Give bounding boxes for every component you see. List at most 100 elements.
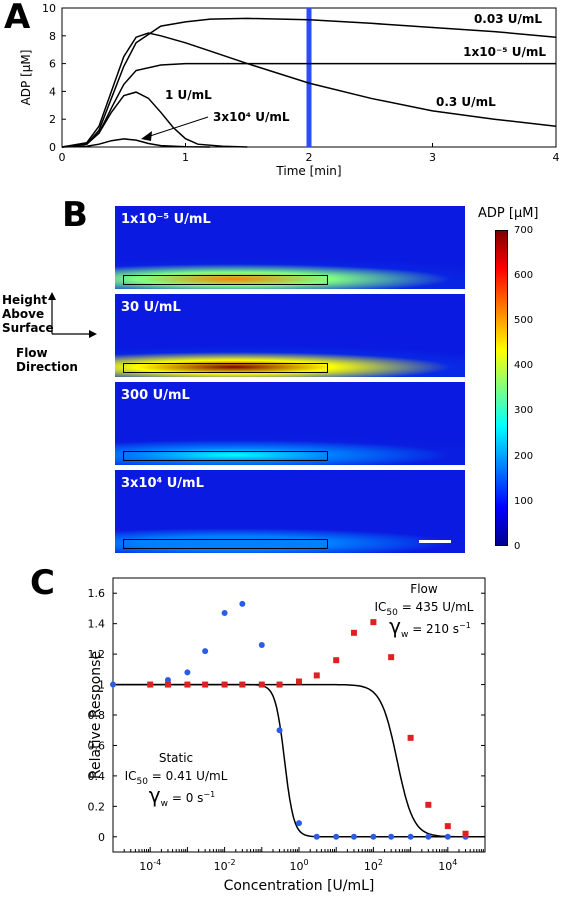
y-tick-label: 8 — [49, 30, 56, 43]
dose-response-chart: 0 0.2 0.4 0.6 0.8 1 1.2 1.4 1.6 10-4 10-2 100 102 104… — [88, 577, 486, 894]
static-data-point — [333, 833, 340, 840]
x-tick-label: 102 — [364, 858, 383, 873]
static-data-point — [407, 833, 414, 840]
series-label: 0.03 U/mL — [474, 12, 542, 26]
flow-data-point — [184, 681, 191, 688]
static-data-point — [184, 669, 191, 676]
y-tick-label: 0.8 — [88, 709, 106, 722]
flow-annotation-ic50: IC50 = 435 U/mL — [375, 600, 474, 618]
colorbar-tick-label: 700 — [514, 225, 534, 236]
flow-data-point — [239, 681, 246, 688]
series-line — [61, 138, 211, 148]
flow-data-point — [462, 830, 469, 837]
x-tick-label: 0 — [59, 151, 66, 164]
fit-curve — [113, 683, 485, 838]
static-data-point — [444, 833, 451, 840]
panel-c-letter: C — [30, 563, 55, 603]
flow-annotation-shear: γw = 210 s−1 — [389, 614, 471, 640]
heatmap-1e-5: 1x10⁻⁵ U/mL — [115, 206, 465, 289]
heatmap-3e4: 3x10⁴ U/mL — [115, 470, 465, 553]
series-line — [61, 17, 557, 148]
axes-arrows-icon — [48, 292, 97, 338]
colorbar-tick-label: 400 — [514, 360, 534, 372]
flow-data-point — [370, 619, 377, 626]
flow-data-point — [350, 629, 357, 636]
static-data-point — [313, 833, 320, 840]
y-tick-label: 2 — [49, 113, 56, 126]
x-tick-label: 2 — [306, 151, 313, 164]
y-tick-label: 1.4 — [88, 618, 106, 631]
plot-frame — [112, 577, 486, 853]
colorbar-tick-label: 600 — [514, 270, 534, 282]
y-axis-label: ADP [μM] — [19, 50, 33, 106]
flow-annotation-title: Flow — [410, 582, 438, 596]
series-label: 0.3 U/mL — [436, 95, 496, 109]
y-tick-label: 1.6 — [88, 587, 106, 600]
flow-data-point — [425, 801, 432, 808]
static-data-point — [296, 820, 302, 827]
x-tick-label: 100 — [289, 858, 308, 873]
heatmap-label: 3x10⁴ U/mL — [121, 476, 204, 491]
flow-data-point — [164, 681, 171, 688]
reactive-surface — [123, 275, 328, 285]
static-data-point — [258, 641, 265, 648]
y-tick-label: 1 — [98, 679, 105, 692]
annotation-arrowhead — [141, 131, 152, 141]
static-data-point — [202, 648, 209, 655]
flow-data-point — [258, 681, 265, 688]
static-annotation-ic50: IC50 = 0.41 U/mL — [125, 769, 228, 787]
flow-data-point — [388, 654, 395, 661]
colorbar-tick-label: 100 — [514, 495, 534, 507]
flow-data-point — [296, 678, 302, 685]
colorbar-tick-label: 500 — [514, 315, 534, 327]
flow-data-point — [221, 681, 228, 688]
static-data-point — [388, 833, 395, 840]
height-axis-note: Height Above Surface — [2, 293, 54, 335]
static-data-point — [164, 676, 171, 683]
static-data-point — [350, 833, 357, 840]
y-tick-label: 0.4 — [88, 770, 106, 783]
y-tick-label: 6 — [49, 58, 56, 71]
x-tick-label: 1 — [182, 151, 189, 164]
scale-bar — [419, 540, 451, 543]
reactive-surface — [123, 363, 328, 373]
heatmap-30: 30 U/mL — [115, 294, 465, 377]
annotation-arrow — [146, 116, 209, 138]
y-axis-label: Relative Response — [88, 651, 104, 779]
static-data-point — [370, 833, 377, 840]
static-data-point — [425, 833, 432, 840]
x-tick-label: 3 — [429, 151, 436, 164]
y-tick-label: 0.6 — [88, 739, 106, 752]
heatmap-label: 30 U/mL — [121, 300, 181, 315]
colorbar-tick-label: 200 — [514, 450, 534, 462]
series-label: 3x10⁴ U/mL — [213, 110, 290, 124]
y-tick-label: 0 — [98, 831, 105, 844]
flow-data-point — [202, 681, 209, 688]
static-data-point — [239, 600, 246, 607]
panel-a-letter: A — [4, 0, 31, 37]
static-data-point — [110, 681, 116, 688]
y-tick-label: 0.2 — [88, 800, 106, 813]
flow-data-point — [444, 823, 451, 830]
static-annotation-title: Static — [159, 751, 193, 765]
heatmap-300: 300 U/mL — [115, 382, 465, 465]
static-annotation-shear: γw = 0 s−1 — [149, 783, 215, 809]
heatmap-label: 300 U/mL — [121, 388, 190, 403]
reactive-surface — [123, 451, 328, 461]
y-tick-label: 1.2 — [88, 648, 106, 661]
series-line — [61, 91, 248, 148]
series-line — [61, 32, 557, 148]
flow-direction-note: Flow Direction — [16, 346, 78, 374]
series-label: 1 U/mL — [165, 88, 212, 102]
colorbar — [495, 230, 508, 546]
flow-data-point — [333, 657, 340, 664]
y-tick-label: 4 — [49, 85, 56, 98]
colorbar-tick-label: 0 — [514, 540, 521, 552]
y-tick-label: 10 — [42, 2, 56, 15]
x-tick-label: 10-4 — [139, 858, 161, 873]
series-label: 1x10⁻⁵ U/mL — [463, 45, 546, 59]
flow-data-point — [147, 681, 154, 688]
panel-b-letter: B — [62, 195, 88, 235]
x-tick-label: 104 — [438, 858, 457, 873]
